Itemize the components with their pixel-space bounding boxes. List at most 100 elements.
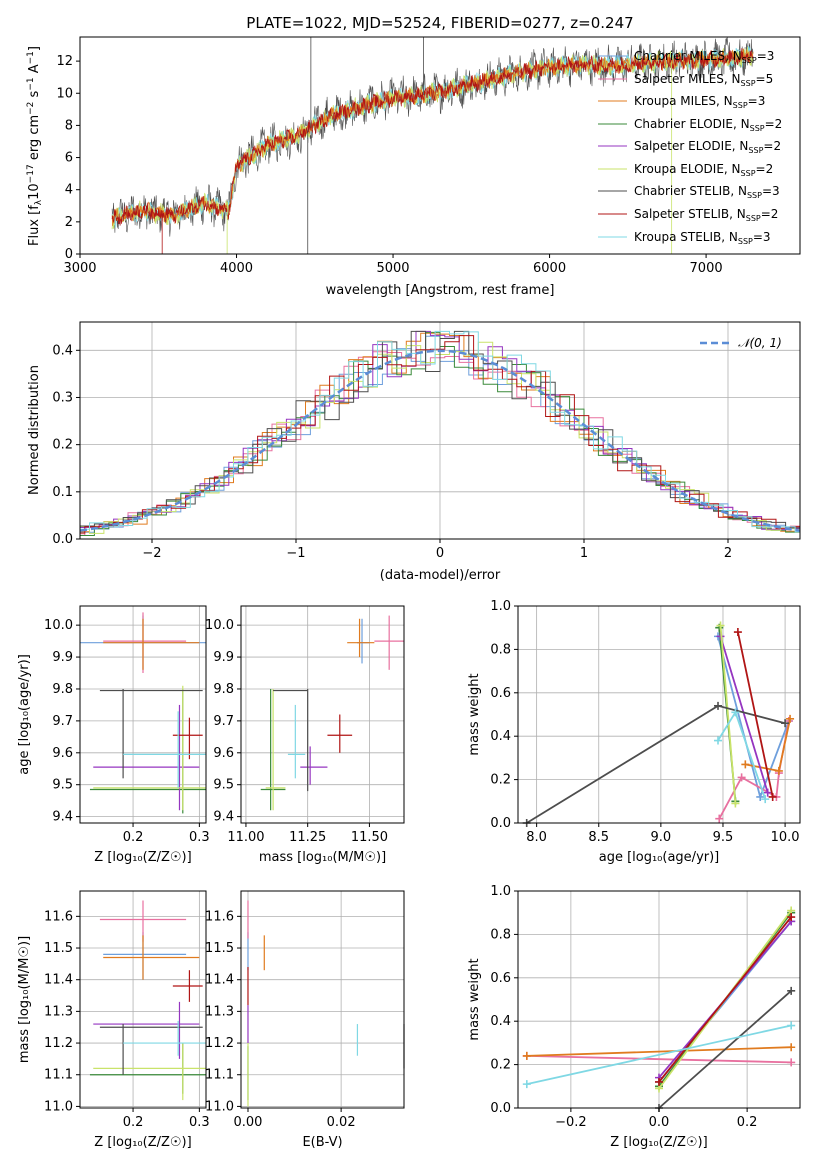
plot-content — [80, 612, 206, 814]
weight-line-salpeter-miles — [526, 1055, 792, 1064]
plot-content — [247, 900, 405, 1107]
histogram-ylabel: Normed distribution — [27, 365, 42, 495]
ytick-label: 11.2 — [44, 1036, 73, 1051]
spectrum-ylabel: Flux [fλ10−17 erg cm−2 s−1 A−1] — [26, 46, 44, 246]
hist-xtick-label: −1 — [286, 546, 305, 561]
hist-ytick-label: 0.4 — [52, 343, 73, 358]
weight-vs-z-panel: −0.2 0.0 0.2 0.0 0.2 0.4 0.6 0.8 1.0 Z [log₁₀(Z/Z… — [467, 884, 801, 1150]
ytick-label: 11.5 — [44, 941, 73, 956]
weight-line-chabrier-stelib — [658, 990, 792, 1109]
spectrum-xtick-label: 4000 — [220, 261, 253, 276]
panel-xlabel: mass [log₁₀(M/M☉)] — [259, 850, 386, 865]
spectrum-xtick-label: 5000 — [376, 261, 409, 276]
ytick-label: 11.3 — [44, 1004, 73, 1019]
legend-entry-kroupa-stelib: Kroupa STELIB, NSSP=3 — [634, 230, 771, 246]
ytick-label: 10.0 — [44, 618, 73, 633]
ytick-label: 10.0 — [205, 618, 234, 633]
xtick-label: 0.00 — [234, 1115, 263, 1130]
plot-content — [522, 906, 796, 1112]
weight-marker-kroupa-miles — [741, 760, 750, 769]
legend-entry-chabrier-stelib: Chabrier STELIB, NSSP=3 — [634, 184, 780, 200]
weight-marker-kroupa-miles — [786, 714, 795, 723]
ytick-label: 9.6 — [213, 746, 234, 761]
ytick-label: 11.1 — [205, 1068, 234, 1083]
ytick-label: 9.4 — [213, 810, 234, 825]
panel-xlabel: E(B-V) — [302, 1135, 342, 1150]
legend-entry-salpeter-miles: Salpeter MILES, NSSP=5 — [634, 72, 773, 88]
legend-entry-kroupa-miles: Kroupa MILES, NSSP=3 — [634, 94, 765, 110]
xtick-label: 0.2 — [123, 830, 144, 845]
xtick-label: 11.00 — [227, 830, 264, 845]
ytick-label: 9.7 — [213, 714, 234, 729]
ytick-label: 9.4 — [52, 810, 73, 825]
legend-entry-kroupa-elodie: Kroupa ELODIE, NSSP=2 — [634, 162, 773, 178]
spectrum-legend: Chabrier MILES, NSSP=3 Salpeter MILES, N… — [598, 49, 782, 246]
weight-line-kroupa-stelib — [526, 1024, 792, 1085]
spectrum-ytick-label: 8 — [65, 118, 73, 133]
panel-ylabel: mass [log₁₀(M/M☉)] — [17, 936, 32, 1063]
histogram-xlabel: (data-model)/error — [380, 568, 501, 583]
weight-marker-chabrier-stelib — [714, 701, 723, 710]
spectrum-title: PLATE=1022, MJD=52524, FIBERID=0277, z=0… — [246, 14, 633, 32]
spectrum-ytick-label: 4 — [65, 183, 73, 198]
age-vs-z-panel: 0.2 0.3 9.4 9.5 9.6 9.7 9.8 9.9 10.0 Z [log₁₀(Z/Z… — [17, 605, 210, 865]
hist-step-chabrier-stelib — [80, 330, 800, 529]
ytick-label: 9.8 — [52, 682, 73, 697]
spectrum-ytick-label: 2 — [65, 215, 73, 230]
xtick-label: 0.02 — [327, 1115, 356, 1130]
spectrum-ytick-label: 0 — [65, 247, 73, 262]
hist-ytick-label: 0.1 — [52, 485, 73, 500]
plot-content — [260, 615, 404, 811]
ytick-label: 0.2 — [490, 773, 511, 788]
ytick-label: 9.5 — [52, 778, 73, 793]
gaussian-legend-label: 𝒩(0, 1) — [738, 336, 782, 350]
ytick-label: 1.0 — [490, 599, 511, 614]
panel-axes — [79, 890, 207, 1109]
ytick-label: 0.0 — [490, 816, 511, 831]
xtick-label: 0.2 — [123, 1115, 144, 1130]
ytick-label: 9.8 — [213, 682, 234, 697]
weight-marker-kroupa-elodie — [731, 799, 740, 808]
weight-marker-kroupa-stelib — [522, 1080, 531, 1089]
panel-xlabel: Z [log₁₀(Z/Z☉)] — [94, 1135, 191, 1150]
weight-line-kroupa-miles — [526, 1046, 792, 1057]
mass-vs-ebv-panel: 0.00 0.02 11.0 11.1 11.2 11.3 11.4 11.5 11.6 E(B-… — [205, 890, 405, 1150]
panel-axes — [240, 890, 405, 1109]
hist-step-salpeter-elodie — [80, 330, 800, 531]
legend-entry-chabrier-miles: Chabrier MILES, NSSP=3 — [634, 49, 774, 65]
weight-marker-kroupa-stelib — [731, 708, 740, 717]
spectrum-xtick-label: 7000 — [690, 261, 723, 276]
legend-entry-chabrier-elodie: Chabrier ELODIE, NSSP=2 — [634, 117, 782, 133]
hist-xtick-label: 1 — [580, 546, 588, 561]
xtick-label: 0.3 — [189, 1115, 210, 1130]
histogram-panel: −2 −1 0 1 2 0.0 0.1 0.2 0.3 0.4 (data-model)/erro… — [27, 321, 801, 583]
spectrum-ytick-label: 10 — [56, 86, 73, 101]
ytick-label: 9.5 — [213, 778, 234, 793]
ytick-label: 0.6 — [490, 686, 511, 701]
ytick-label: 11.6 — [44, 909, 73, 924]
panel-ylabel: mass weight — [467, 673, 482, 755]
weight-marker-salpeter-stelib — [768, 792, 777, 801]
panel-xlabel: Z [log₁₀(Z/Z☉)] — [94, 850, 191, 865]
ytick-label: 11.0 — [205, 1099, 234, 1114]
mass-vs-z-panel: 0.2 0.3 11.0 11.1 11.2 11.3 11.4 11.5 11.6 Z [log… — [17, 890, 210, 1150]
ytick-label: 0.4 — [490, 1014, 511, 1029]
ytick-label: 11.0 — [44, 1099, 73, 1114]
weight-marker-kroupa-miles — [787, 1043, 796, 1052]
xtick-label: 11.25 — [289, 830, 326, 845]
xtick-label: 8.5 — [588, 830, 609, 845]
ytick-label: 0.6 — [490, 971, 511, 986]
ytick-label: 11.6 — [205, 909, 234, 924]
ytick-label: 9.6 — [52, 746, 73, 761]
xtick-label: −0.2 — [555, 1115, 587, 1130]
spectrum-axes — [79, 36, 801, 255]
ytick-label: 9.9 — [213, 650, 234, 665]
xtick-label: 11.50 — [351, 830, 388, 845]
ytick-label: 11.3 — [205, 1004, 234, 1019]
ytick-label: 11.5 — [205, 941, 234, 956]
plot-content — [522, 621, 795, 827]
plot-content — [89, 900, 206, 1101]
weight-marker-kroupa-stelib — [714, 736, 723, 745]
weight-marker-salpeter-miles — [715, 814, 724, 823]
